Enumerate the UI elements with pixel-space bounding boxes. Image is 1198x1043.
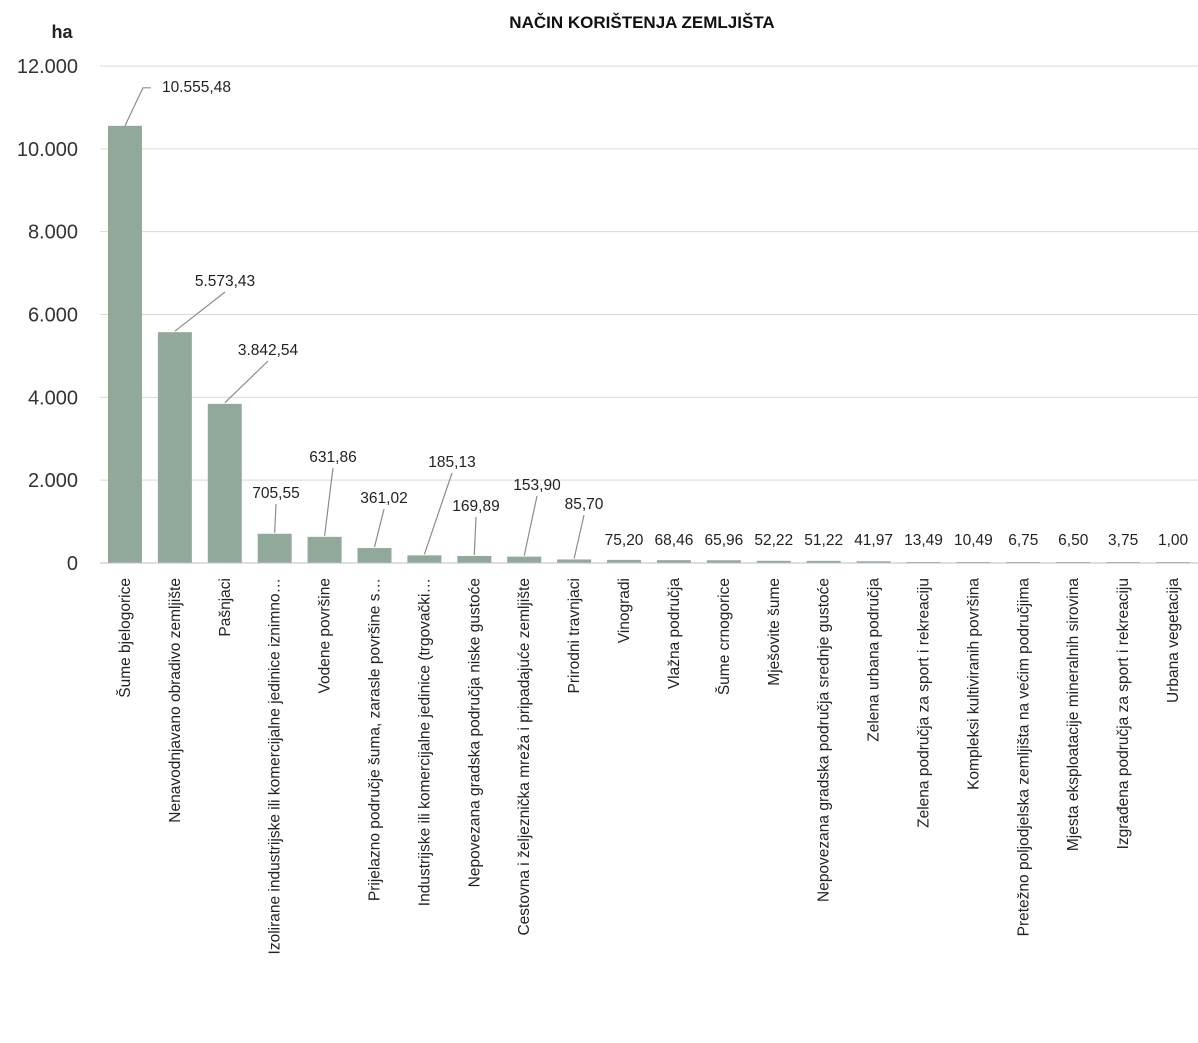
gridlines xyxy=(100,65,1198,481)
bar xyxy=(557,559,592,563)
y-tick-label: 4.000 xyxy=(28,387,78,409)
data-label: 41,97 xyxy=(854,532,893,549)
y-tick-label: 0 xyxy=(67,553,78,575)
x-tick-label: Vinogradi xyxy=(616,578,633,643)
data-label: 51,22 xyxy=(804,532,843,549)
bar xyxy=(457,555,492,563)
x-tick-label: Izgrađena područja za sport i rekreaciju xyxy=(1115,578,1132,849)
data-label: 75,20 xyxy=(605,532,644,549)
y-tick-label: 2.000 xyxy=(28,470,78,492)
bar xyxy=(257,533,292,563)
x-tick-label: Industrijske ili komercijalne jedinice (… xyxy=(416,578,433,906)
data-label-leader xyxy=(323,467,334,536)
x-tick-label: Cestovna i željeznička mreža i pripadaju… xyxy=(516,578,533,936)
data-label: 3.842,54 xyxy=(238,342,299,359)
x-tick-label: Vlažna područja xyxy=(666,578,683,690)
data-label: 10,49 xyxy=(954,532,993,549)
data-label-leader xyxy=(473,516,477,555)
bar xyxy=(107,125,142,563)
bar xyxy=(806,560,841,563)
bar xyxy=(307,536,342,563)
x-tick-label: Urbana vegetacija xyxy=(1165,578,1182,703)
x-tick-label: Mjesta eksploatacije mineralnih sirovina xyxy=(1065,578,1082,851)
x-tick-label: Nepovezana gradska područja srednje gust… xyxy=(816,578,833,902)
x-tick-label: Nenavodnjavano obradivo zemljište xyxy=(167,578,184,823)
data-label: 6,50 xyxy=(1058,532,1089,549)
bar xyxy=(756,560,791,563)
x-tick-label: Mješovite šume xyxy=(766,578,783,686)
x-tick-label: Šume crnogorice xyxy=(716,578,733,695)
data-label: 13,49 xyxy=(904,532,943,549)
x-tick-label: Zelena urbana područja xyxy=(866,578,883,742)
data-label-leader xyxy=(274,503,277,533)
y-tick-label: 8.000 xyxy=(28,222,78,244)
bar xyxy=(157,332,192,563)
x-tick-label: Izolirane industrijske ili komercijalne … xyxy=(267,578,284,954)
chart-title: NAČIN KORIŠTENJA ZEMLJIŠTA xyxy=(509,13,774,32)
x-tick-label: Pašnjaci xyxy=(217,578,234,637)
data-label-leader xyxy=(423,472,453,555)
data-label: 10.555,48 xyxy=(162,79,231,96)
x-tick-label: Pretežno poljodjelska zemljišta na većim… xyxy=(1015,578,1032,937)
data-label-leader xyxy=(224,360,269,404)
x-tick-label: Kompleksi kultiviranih površina xyxy=(965,578,982,790)
data-label: 65,96 xyxy=(704,532,743,549)
data-label: 85,70 xyxy=(565,496,604,513)
data-labels: 10.555,48 5.573,43 3.842,54 705,55 631,86 361… xyxy=(162,79,1189,549)
data-label-leader xyxy=(523,495,538,556)
y-tick-label: 10.000 xyxy=(17,139,78,161)
data-label: 68,46 xyxy=(655,532,694,549)
x-tick-label: Zelena područja za sport i rekreaciju xyxy=(916,578,933,828)
data-label-leader xyxy=(373,508,385,548)
bar xyxy=(706,560,741,563)
bar xyxy=(656,560,691,563)
y-axis-unit-label: ha xyxy=(51,22,73,42)
bar xyxy=(607,559,642,563)
data-label: 631,86 xyxy=(309,449,356,466)
data-label: 3,75 xyxy=(1108,532,1138,549)
x-tick-label: Nepovezana gradska područja niske gustoć… xyxy=(466,578,483,887)
data-label: 185,13 xyxy=(428,454,475,471)
data-label: 705,55 xyxy=(252,485,299,502)
data-label: 6,75 xyxy=(1008,532,1038,549)
data-label-leader xyxy=(573,514,585,559)
bar xyxy=(856,561,891,563)
data-label: 361,02 xyxy=(360,490,407,507)
y-axis-tick-labels: 0 2.000 4.000 6.000 8.000 10.000 12.000 xyxy=(17,56,78,575)
bars xyxy=(107,125,1191,563)
bar xyxy=(507,556,542,563)
data-label: 5.573,43 xyxy=(195,273,255,290)
data-label-leader xyxy=(174,291,226,332)
x-tick-label: Šume bjelogorice xyxy=(117,578,134,698)
x-axis-tick-labels: Šume bjelogorice Nenavodnjavano obradivo … xyxy=(117,578,1182,955)
data-label-leader xyxy=(124,87,151,127)
bar xyxy=(357,548,392,563)
y-tick-label: 6.000 xyxy=(28,305,78,327)
y-tick-label: 12.000 xyxy=(17,56,78,78)
x-tick-label: Prirodni travnjaci xyxy=(566,578,583,693)
data-label: 52,22 xyxy=(754,532,793,549)
x-tick-label: Prijelazno područje šuma, zarasle površi… xyxy=(367,578,384,901)
data-label: 1,00 xyxy=(1158,532,1189,549)
bar xyxy=(207,403,242,563)
data-label: 169,89 xyxy=(452,498,499,515)
x-tick-label: Vodene površine xyxy=(317,578,334,693)
data-label-leaders xyxy=(124,87,585,559)
data-label: 153,90 xyxy=(513,477,561,494)
bar xyxy=(407,555,442,563)
